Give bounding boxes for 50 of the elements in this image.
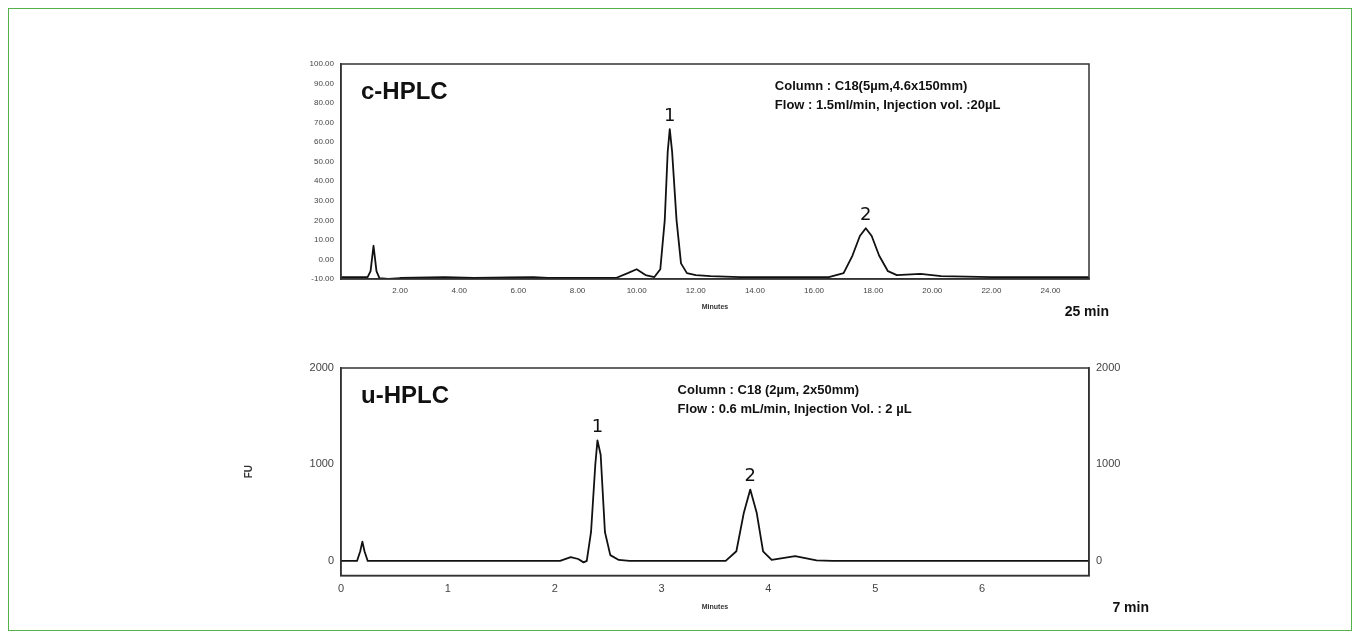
x-tick-label: 16.00	[804, 286, 825, 295]
text: 25 min	[1064, 302, 1109, 319]
x-tick-label: 2.00	[392, 286, 409, 295]
x-tick-label: 0	[337, 582, 345, 595]
text: 7 min	[1112, 599, 1149, 616]
y-tick-label: 50.00	[313, 156, 335, 166]
x-tick-label: 14.00	[744, 286, 766, 295]
annotation: Flow : 0.6 mL/min, Injection Vol. : 2 µL	[677, 400, 912, 416]
y-axis-title: FU	[242, 465, 254, 479]
annotation: 2	[860, 202, 872, 224]
x-tick-label: 24.00	[1040, 286, 1062, 295]
x-tick-label: 12.00	[685, 286, 707, 295]
y-tick-label: 70.00	[313, 117, 335, 127]
y-tick-label: 0	[327, 553, 334, 566]
x-tick-label: 18.00	[863, 286, 884, 295]
y2-tick-label: 2000	[1096, 361, 1121, 374]
y2-tick-label: 0	[1096, 553, 1103, 566]
annotation: Column : C18(5µm,4.6x150mm)	[774, 77, 968, 93]
annotation: Flow : 1.5ml/min, Injection vol. :20µL	[774, 96, 1001, 112]
y2-tick-label: 1000	[1096, 457, 1121, 470]
y-tick-label: 0.00	[318, 254, 335, 264]
annotation: 2	[744, 464, 756, 486]
annotation: Column : C18 (2µm, 2x50mm)	[677, 381, 860, 397]
y-tick-label: 90.00	[313, 78, 335, 88]
x-tick-label: 6.00	[510, 286, 527, 295]
x-tick-label: 4.00	[451, 286, 468, 295]
y-tick-label: 30.00	[313, 196, 335, 206]
x-tick-label: 8.00	[569, 286, 586, 295]
x-tick-label: 1	[444, 582, 451, 595]
y-tick-label: 20.00	[313, 215, 335, 225]
y-tick-label: 10.00	[313, 235, 335, 245]
y-tick-label: 80.00	[313, 98, 335, 108]
annotation: u-HPLC	[361, 380, 449, 408]
x-tick-label: 10.00	[626, 286, 648, 295]
y-tick-label: 40.00	[313, 176, 335, 186]
x-tick-label: 6	[979, 582, 986, 595]
annotation: c-HPLC	[361, 76, 448, 104]
annotation: 1	[664, 103, 676, 125]
x-tick-label: 4	[765, 582, 772, 595]
x-tick-label: 3	[658, 582, 665, 595]
x-tick-label: 22.00	[981, 286, 1002, 295]
y-tick-label: -10.00	[311, 274, 335, 284]
y-tick-label: 1000	[309, 457, 334, 470]
x-tick-label: 20.00	[922, 286, 943, 295]
y-tick-label: 2000	[309, 361, 334, 374]
y-tick-label: 60.00	[313, 137, 335, 147]
x-tick-label: 2	[551, 582, 558, 595]
x-tick-label: 5	[872, 582, 879, 595]
y-tick-label: 100.00	[309, 59, 335, 69]
annotation: 1	[591, 415, 604, 437]
